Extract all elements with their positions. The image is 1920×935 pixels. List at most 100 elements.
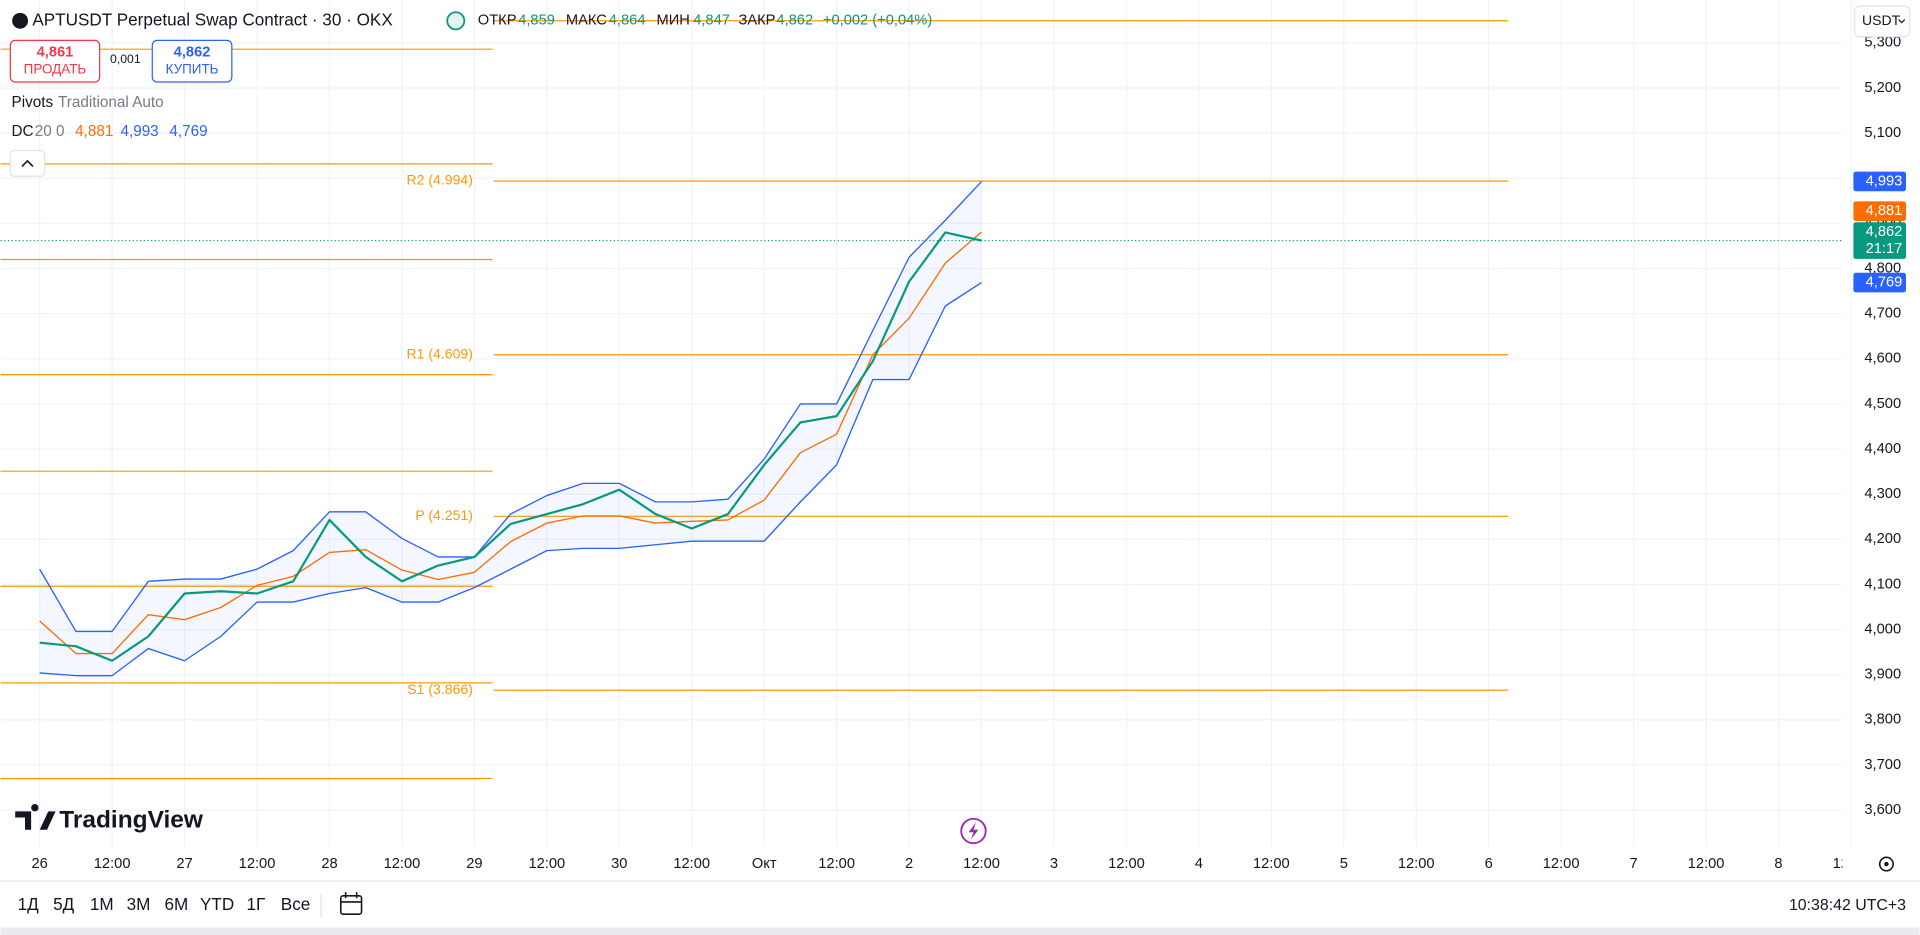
price-tag-label: 4,993: [1866, 173, 1903, 189]
logo-text: TradingView: [59, 807, 204, 834]
collapse-chevron[interactable]: [21, 159, 34, 168]
grid-layer: [0, 0, 1852, 847]
range-button[interactable]: 1М: [90, 894, 114, 914]
currency-label[interactable]: USDT: [1862, 12, 1901, 28]
pivot-label: R1 (4.609): [406, 345, 472, 361]
x-tick-label: 12:00: [239, 856, 276, 872]
range-button[interactable]: 3М: [127, 894, 151, 914]
series-line: [39, 180, 983, 633]
x-tick-label: 28: [321, 856, 337, 872]
countdown: 21:17: [1866, 241, 1903, 257]
y-tick-label: 3,700: [1864, 757, 1901, 773]
collapse-button[interactable]: [9, 149, 46, 177]
y-tick-label: 3,800: [1864, 712, 1901, 728]
y-tick-label: 5,100: [1864, 125, 1901, 141]
symbol-icon: [12, 12, 29, 29]
range-button[interactable]: Все: [281, 894, 311, 914]
range-button[interactable]: 1Г: [247, 894, 266, 914]
y-tick-label: 4,200: [1864, 531, 1901, 547]
price-tag: [1853, 171, 1907, 192]
x-tick-label: 12:00: [1253, 856, 1290, 872]
buy-price[interactable]: 4,862: [174, 44, 211, 60]
x-tick-label: 2: [905, 856, 913, 872]
series-line: [39, 231, 982, 662]
ohlc-change: +0,002 (+0,04%): [823, 13, 932, 29]
price-tag-label: 4,881: [1866, 203, 1903, 219]
bottom-strip: [0, 927, 1920, 935]
currency-box[interactable]: [1854, 5, 1911, 38]
goto-date[interactable]: [339, 892, 363, 915]
y-tick-label: 4,600: [1864, 351, 1901, 367]
indicator-name[interactable]: DC: [12, 123, 34, 140]
replay-button[interactable]: [960, 817, 987, 845]
x-tick-label: 4: [1195, 856, 1203, 872]
x-tick-label: 12:00: [1543, 856, 1580, 872]
buy-button[interactable]: 4,862 КУПИТЬ: [151, 39, 233, 83]
range-button[interactable]: YTD: [200, 894, 234, 914]
price-tag: [1853, 201, 1907, 221]
y-tick-label: 4,000: [1864, 621, 1901, 637]
clock[interactable]: 10:38:42 UTC+3: [1789, 897, 1906, 914]
price-tag: [1853, 272, 1907, 293]
buy-label[interactable]: КУПИТЬ: [166, 61, 219, 76]
sell-price[interactable]: 4,861: [37, 44, 74, 60]
x-tick-label: Окт: [752, 856, 777, 872]
time-axis: 26 12:00 2 7 12:00 28 12:00 29 12:00 30 12:00 Окт 12…: [32, 856, 1870, 872]
x-tick-label: 30: [611, 856, 627, 872]
x-tick-label: 29: [466, 856, 482, 872]
calendar-icon[interactable]: [339, 895, 363, 915]
range-buttons: 1Д 5Д 1М 3М 6М YTD 1Г Все: [18, 894, 311, 914]
logo: TradingView: [15, 804, 204, 834]
x-tick-label: 12:00: [1398, 856, 1435, 872]
ohlc-label: МИН: [656, 13, 689, 29]
calendar-lines[interactable]: [340, 892, 362, 903]
price-tag-label: 4,862: [1866, 224, 1903, 240]
sell-button[interactable]: 4,861 ПРОДАТЬ: [9, 39, 101, 83]
pivot-label: R2 (4.994): [406, 172, 472, 188]
y-tick-label: 5,200: [1864, 80, 1901, 96]
x-tick-label: 12:00: [384, 856, 421, 872]
x-tick-label: 6: [1485, 856, 1493, 872]
x-tick-label: 12:00: [94, 856, 131, 872]
x-tick-label: 12:00: [1833, 856, 1870, 872]
currency-button[interactable]: USDT: [1854, 5, 1911, 38]
ohlc-value: 4,859: [518, 13, 555, 29]
currency-chevron[interactable]: [1898, 19, 1906, 24]
x-tick-label: 12:00: [673, 856, 710, 872]
indicator-params[interactable]: 20 0: [35, 123, 65, 140]
x-tick-label: 8: [1774, 856, 1782, 872]
collapse-box[interactable]: [9, 149, 46, 177]
plot-area: R2 (4.994) R1 (4.609) P (4.251) S1 (3.866): [0, 20, 1843, 780]
y-tick-label: 3,600: [1864, 802, 1901, 818]
y-tick-label: 4,300: [1864, 486, 1901, 502]
ohlc-value: 4,862: [776, 13, 813, 29]
y-tick-label: 4,800: [1864, 260, 1901, 276]
settings-dot[interactable]: [1884, 861, 1889, 867]
pivot-label: S1 (3.866): [407, 681, 473, 697]
y-tick-label: 3,900: [1864, 667, 1901, 683]
axis-settings[interactable]: [1878, 856, 1894, 872]
buy-box[interactable]: [151, 39, 233, 83]
indicator-params[interactable]: Traditional Auto: [58, 94, 164, 111]
range-button[interactable]: 5Д: [53, 894, 75, 914]
x-tick-label: 7: [1630, 856, 1638, 872]
indicator-value: 4,881: [75, 123, 113, 140]
status-icon: [446, 11, 466, 31]
x-tick-label: 26: [32, 856, 48, 872]
sell-label[interactable]: ПРОДАТЬ: [24, 61, 87, 76]
range-button[interactable]: 6М: [165, 894, 189, 914]
indicator-name[interactable]: Pivots: [12, 94, 54, 111]
y-tick-label: 4,400: [1864, 441, 1901, 457]
settings-gear[interactable]: [1878, 856, 1894, 872]
series-line: [39, 231, 982, 655]
range-button[interactable]: 1Д: [18, 894, 40, 914]
replay-bolt[interactable]: [968, 822, 979, 840]
pivot-label: P (4.251): [415, 507, 473, 523]
ohlc-value: 4,847: [693, 13, 730, 29]
y-tick-label: 4,700: [1864, 306, 1901, 322]
ohlc-label: ОТКР: [478, 13, 517, 29]
x-tick-label: 12:00: [818, 856, 855, 872]
sell-box[interactable]: [9, 39, 101, 83]
